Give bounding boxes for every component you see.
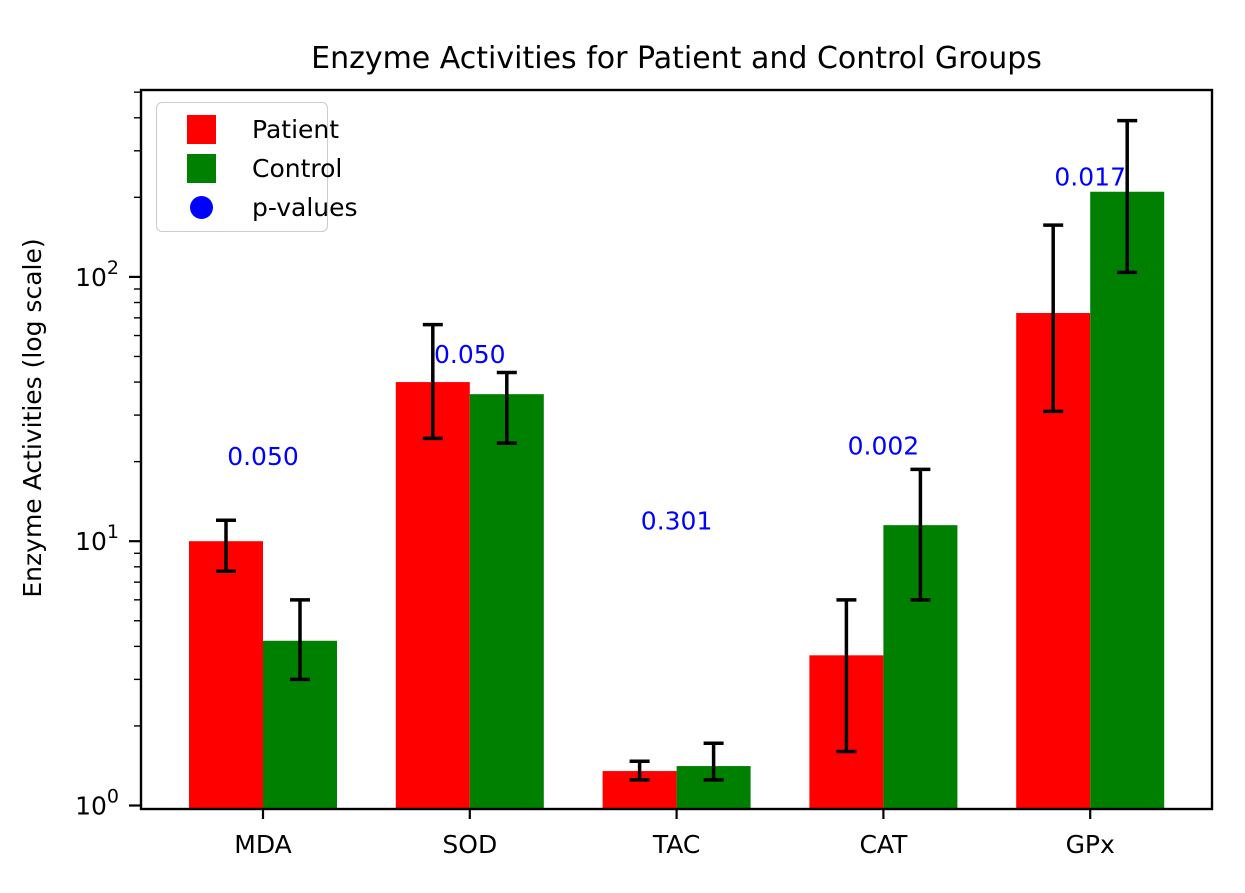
y-tick-label: 102 xyxy=(75,257,119,292)
legend-entry-pvalues: p-values xyxy=(187,188,358,227)
p-value-label-gpx: 0.017 xyxy=(1054,162,1126,191)
legend-label-pvalues: p-values xyxy=(252,193,358,222)
control-swatch-icon xyxy=(187,154,216,183)
p-value-label-sod: 0.050 xyxy=(434,340,506,369)
legend-entry-patient: Patient xyxy=(187,110,339,149)
legend-entry-control: Control xyxy=(187,149,342,188)
chart-title: Enzyme Activities for Patient and Contro… xyxy=(311,41,1042,76)
legend-label-control: Control xyxy=(252,154,343,183)
bar-control-sod xyxy=(469,394,544,808)
p-value-label-mda: 0.050 xyxy=(227,442,299,471)
legend-label-patient: Patient xyxy=(252,115,340,144)
x-tick-label-cat: CAT xyxy=(859,830,908,859)
x-tick-label-sod: SOD xyxy=(442,830,497,859)
x-tick-label-mda: MDA xyxy=(234,830,291,859)
p-value-label-cat: 0.002 xyxy=(848,432,920,461)
bar-patient-sod xyxy=(395,382,470,808)
bar-patient-mda xyxy=(189,541,263,808)
p-values-marker-icon xyxy=(190,196,213,219)
axes-spines xyxy=(139,88,1214,811)
patient-swatch-icon xyxy=(187,115,216,144)
x-tick-label-tac: TAC xyxy=(652,830,700,859)
bar-control-gpx xyxy=(1090,191,1165,809)
x-tick-label-gpx: GPx xyxy=(1066,830,1115,859)
legend: Patient Control p-values xyxy=(156,102,358,232)
y-tick-label: 101 xyxy=(75,521,119,556)
p-value-label-tac: 0.301 xyxy=(641,506,713,535)
y-tick-label: 100 xyxy=(75,786,119,821)
